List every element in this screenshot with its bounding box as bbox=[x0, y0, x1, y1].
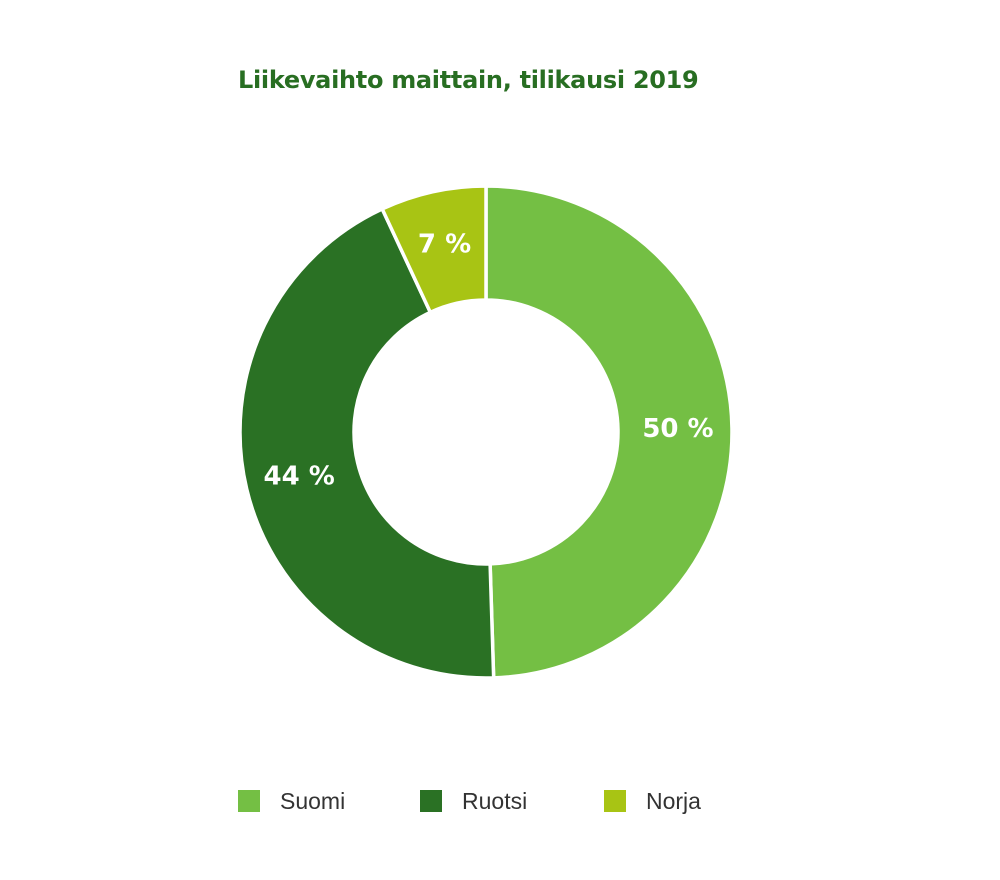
chart-title: Liikevaihto maittain, tilikausi 2019 bbox=[238, 66, 699, 94]
legend-item-suomi: Suomi bbox=[238, 786, 345, 816]
legend-swatch-ruotsi bbox=[420, 790, 442, 812]
legend-swatch-norja bbox=[604, 790, 626, 812]
legend-item-norja: Norja bbox=[604, 786, 701, 816]
legend-label-norja: Norja bbox=[646, 787, 701, 814]
slice-norja bbox=[379, 184, 488, 315]
slice-suomi bbox=[484, 184, 734, 680]
legend-swatch-suomi bbox=[238, 790, 260, 812]
legend-label-ruotsi: Ruotsi bbox=[462, 787, 528, 814]
chart-legend: Suomi Ruotsi Norja bbox=[0, 786, 1000, 816]
legend-label-suomi: Suomi bbox=[280, 787, 346, 814]
legend-item-ruotsi: Ruotsi bbox=[420, 786, 527, 816]
slice-label-norja: 7 % bbox=[418, 230, 471, 260]
slice-ruotsi bbox=[238, 206, 496, 680]
slice-label-ruotsi: 44 % bbox=[264, 461, 335, 491]
slice-label-suomi: 50 % bbox=[642, 414, 713, 444]
